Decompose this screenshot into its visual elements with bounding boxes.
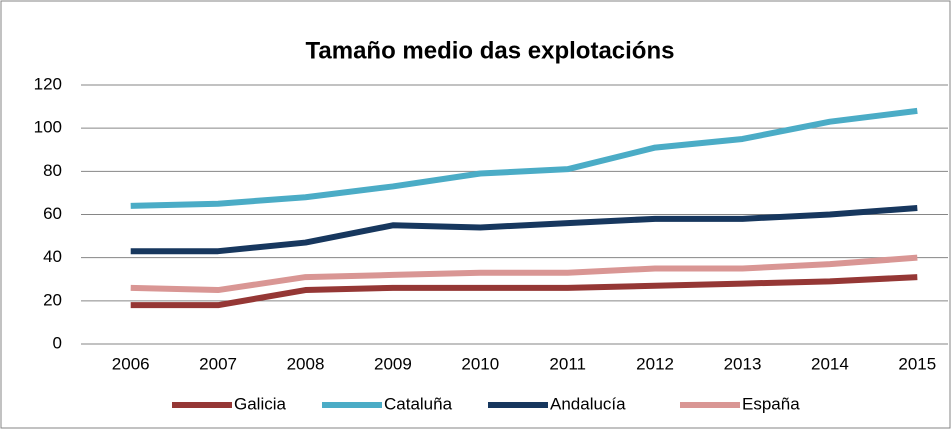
x-tick-label: 2006 bbox=[112, 354, 150, 373]
series-line bbox=[130, 205, 918, 255]
y-tick-label: 60 bbox=[43, 204, 62, 223]
x-tick-label: 2008 bbox=[287, 354, 325, 373]
x-tick-label: 2010 bbox=[461, 354, 499, 373]
legend-label: España bbox=[742, 394, 800, 413]
legend-label: Galicia bbox=[234, 394, 287, 413]
series-line bbox=[130, 274, 918, 309]
x-tick-label: 2009 bbox=[374, 354, 412, 373]
legend-label: Cataluña bbox=[384, 394, 453, 413]
legend-label: Andalucía bbox=[550, 394, 626, 413]
x-tick-label: 2012 bbox=[636, 354, 674, 373]
series-line bbox=[130, 107, 918, 209]
x-tick-label: 2015 bbox=[898, 354, 936, 373]
x-tick-label: 2011 bbox=[549, 354, 586, 373]
y-tick-label: 0 bbox=[53, 333, 62, 352]
y-tick-label: 40 bbox=[43, 247, 62, 266]
y-tick-label: 100 bbox=[34, 118, 62, 137]
x-tick-label: 2014 bbox=[811, 354, 849, 373]
y-tick-label: 80 bbox=[43, 161, 62, 180]
chart-title: Tamaño medio das explotacións bbox=[306, 37, 675, 64]
series-line bbox=[130, 254, 918, 294]
y-tick-label: 20 bbox=[43, 290, 62, 309]
x-tick-label: 2007 bbox=[199, 354, 237, 373]
x-tick-label: 2013 bbox=[724, 354, 762, 373]
y-tick-label: 120 bbox=[34, 74, 62, 93]
